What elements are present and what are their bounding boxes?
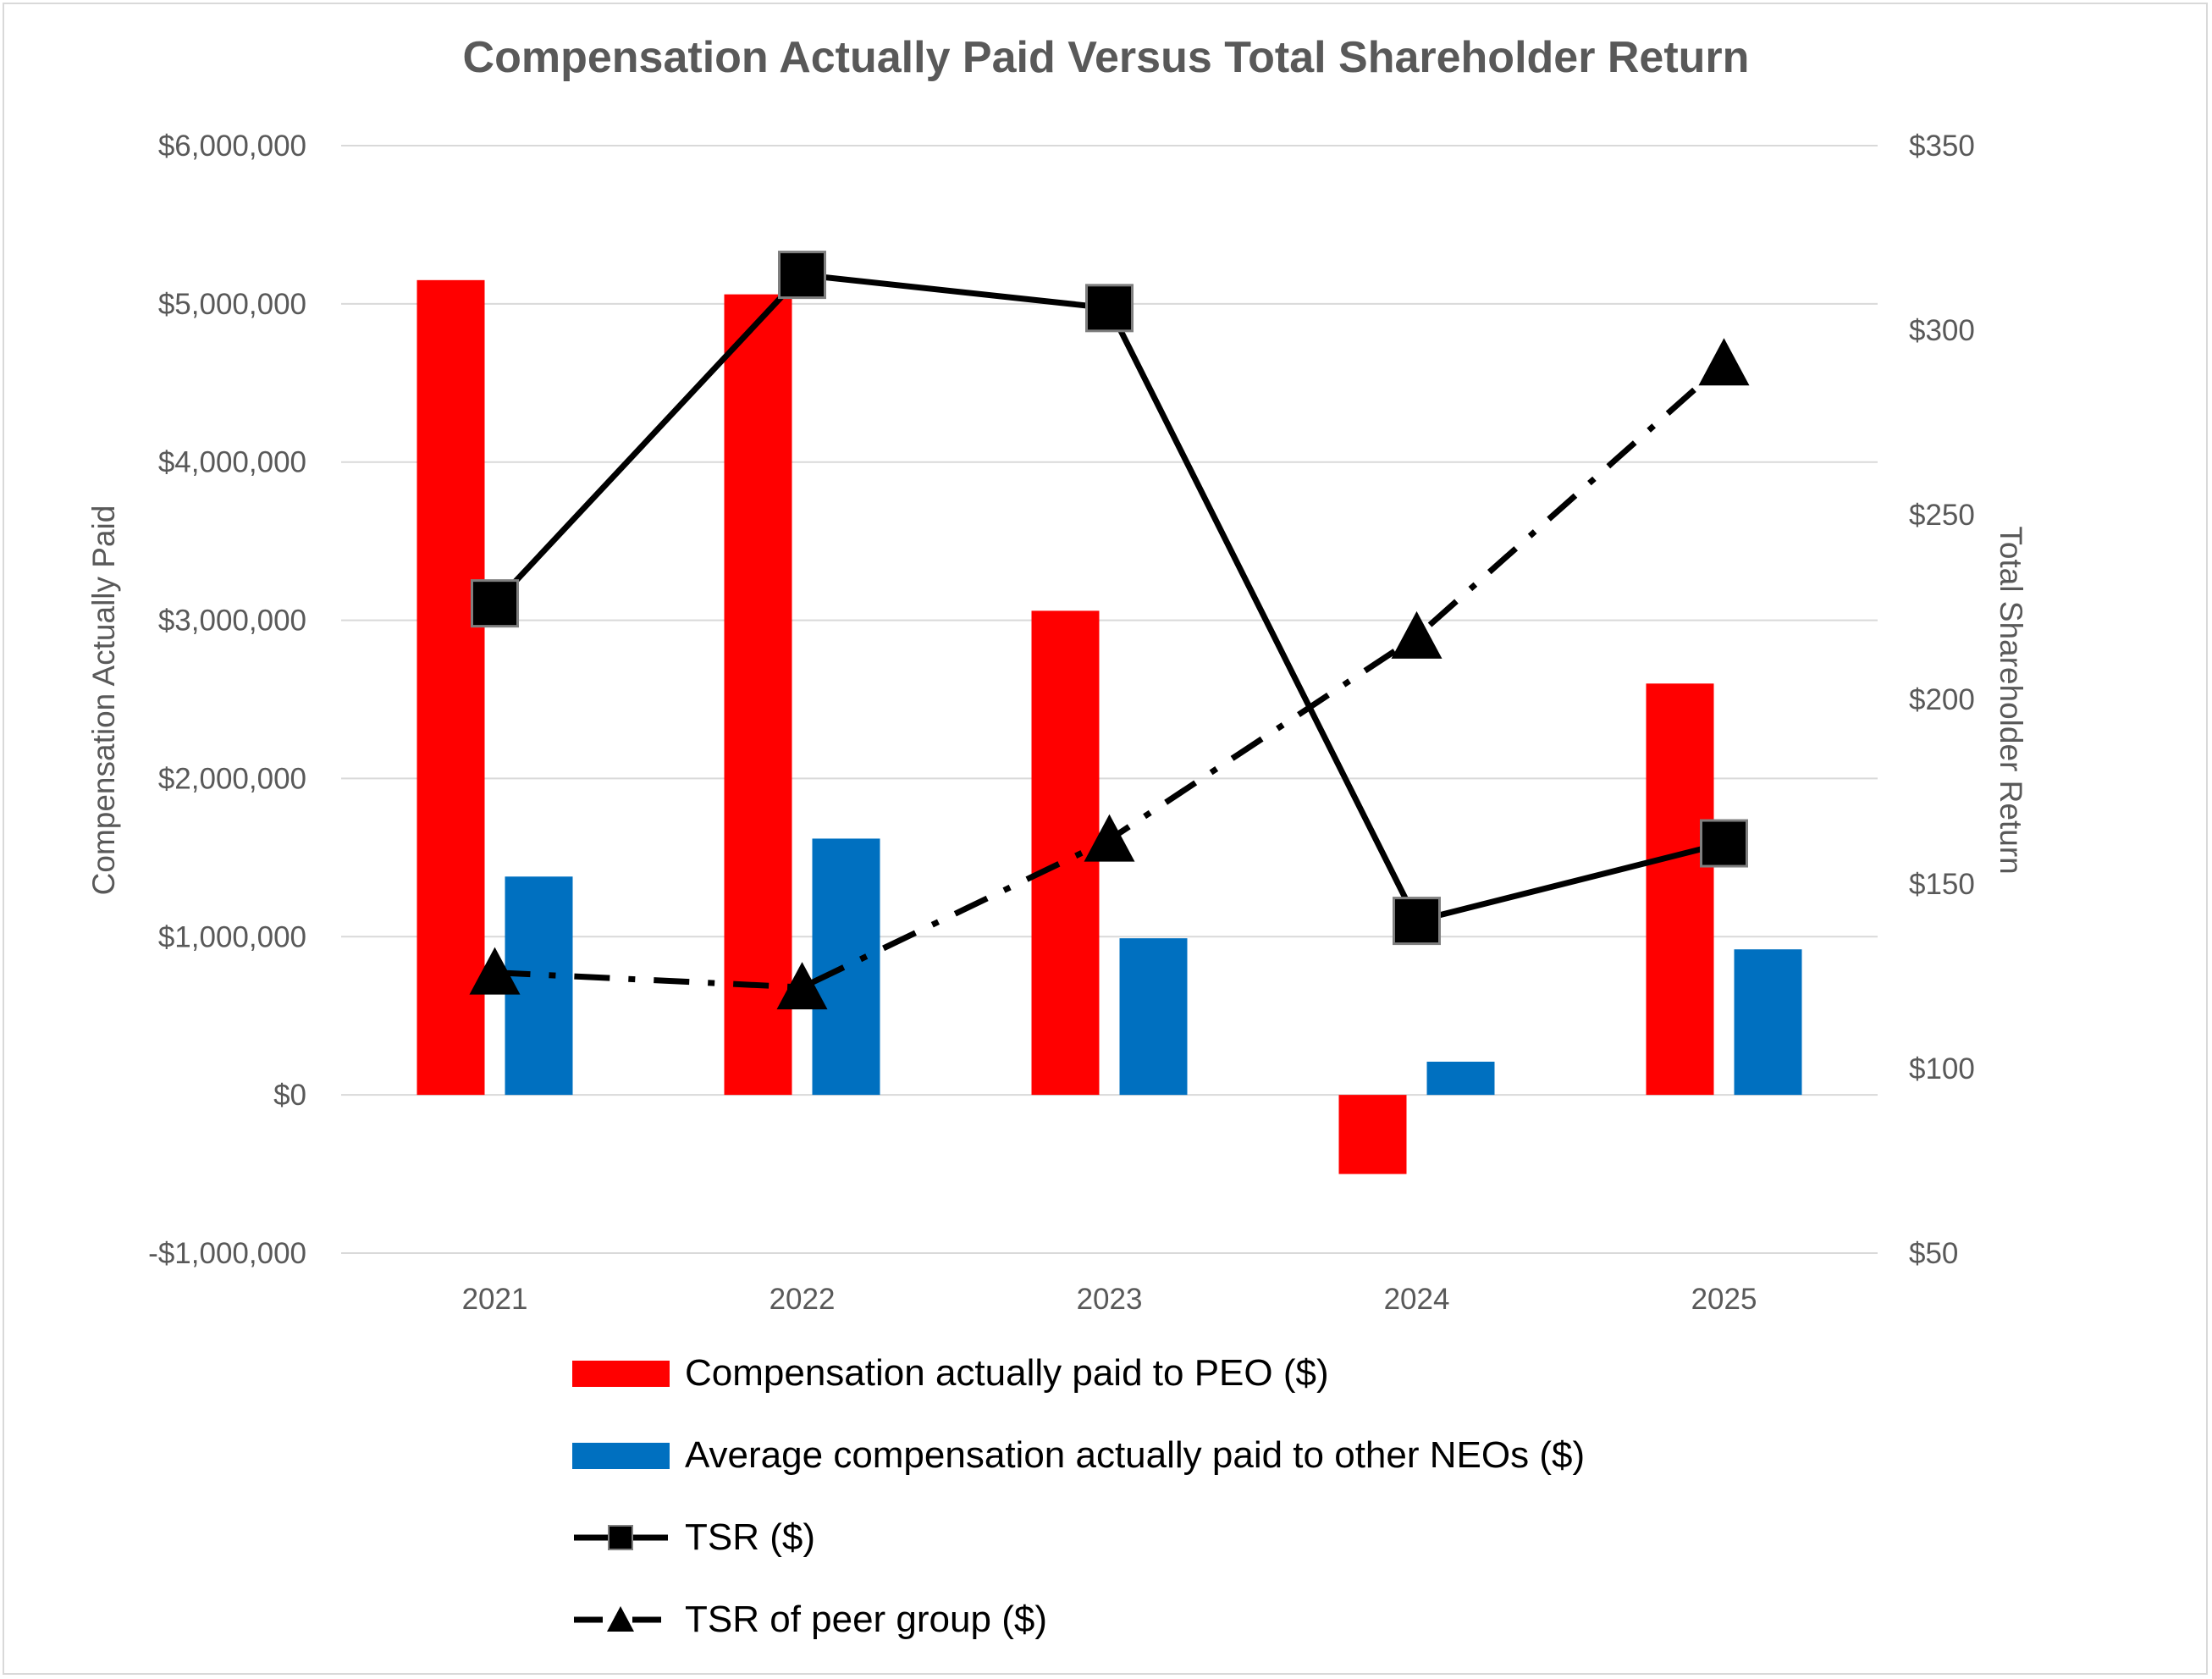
- legend-item-peo: Compensation actually paid to PEO ($): [572, 1348, 1329, 1399]
- chart-title: Compensation Actually Paid Versus Total …: [462, 33, 1750, 82]
- y-left-tick-label: $4,000,000: [158, 446, 306, 479]
- marker-peer-tsr: [1698, 338, 1750, 386]
- y-right-tick-label: $300: [1909, 314, 1975, 347]
- bar-neo: [1426, 1061, 1495, 1096]
- x-tick-label: 2025: [1691, 1283, 1757, 1316]
- bar-neo: [1119, 938, 1188, 1096]
- legend-label-peo: Compensation actually paid to PEO ($): [685, 1352, 1329, 1394]
- y-left-tick-label: $2,000,000: [158, 762, 306, 795]
- y-left-tick-label: $0: [273, 1079, 306, 1112]
- y-right-tick-label: $350: [1909, 130, 1975, 163]
- y-left-tick-label: $1,000,000: [158, 920, 306, 953]
- bar-peo: [1646, 683, 1714, 1096]
- legend-swatch-neo: [572, 1442, 670, 1469]
- legend-marker-tsr: [574, 1525, 668, 1550]
- marker-peer-tsr: [776, 962, 828, 1010]
- legend-swatch-peo: [572, 1360, 670, 1387]
- marker-peer-tsr: [469, 947, 521, 995]
- legend-item-neo: Average compensation actually paid to ot…: [572, 1430, 1585, 1481]
- line-peer-tsr: [494, 361, 1726, 991]
- marker-tsr: [1393, 897, 1441, 946]
- bar-peo: [416, 279, 485, 1096]
- legend-item-tsr: TSR ($): [572, 1512, 815, 1563]
- x-tick-label: 2022: [770, 1283, 836, 1316]
- y-axis-right-title: Total Shareholder Return: [1994, 526, 2028, 874]
- y-right-tick-label: $50: [1909, 1237, 1958, 1270]
- bar-peo: [724, 294, 792, 1096]
- y-right-tick-label: $250: [1909, 499, 1975, 532]
- bar-peo: [1031, 610, 1100, 1096]
- legend-item-peer-tsr: TSR of peer group ($): [572, 1594, 1047, 1645]
- bar-neo: [812, 838, 880, 1096]
- legend-label-tsr: TSR ($): [685, 1516, 815, 1558]
- legend-label-peer-tsr: TSR of peer group ($): [685, 1599, 1047, 1640]
- bar-peo: [1338, 1095, 1407, 1174]
- marker-tsr: [1085, 284, 1134, 333]
- y-left-tick-label: $5,000,000: [158, 288, 306, 321]
- bar-neo: [505, 876, 573, 1096]
- marker-tsr: [471, 579, 519, 628]
- x-tick-label: 2021: [462, 1283, 528, 1316]
- y-right-tick-label: $150: [1909, 868, 1975, 901]
- bar-neo: [1734, 949, 1802, 1096]
- x-tick-label: 2024: [1384, 1283, 1450, 1316]
- y-right-tick-label: $200: [1909, 683, 1975, 716]
- legend-label-neo: Average compensation actually paid to ot…: [685, 1434, 1586, 1476]
- y-left-tick-label: $6,000,000: [158, 130, 306, 163]
- x-tick-label: 2023: [1077, 1283, 1143, 1316]
- y-axis-left-title: Compensation Actually Paid: [86, 505, 121, 896]
- marker-peer-tsr: [1391, 610, 1442, 659]
- marker-tsr: [1700, 819, 1748, 868]
- y-right-tick-label: $100: [1909, 1052, 1975, 1085]
- marker-tsr: [778, 251, 826, 300]
- y-left-tick-label: -$1,000,000: [148, 1237, 306, 1270]
- y-left-tick-label: $3,000,000: [158, 605, 306, 638]
- marker-peer-tsr: [1084, 814, 1135, 862]
- legend-marker-peer-tsr: [574, 1606, 668, 1632]
